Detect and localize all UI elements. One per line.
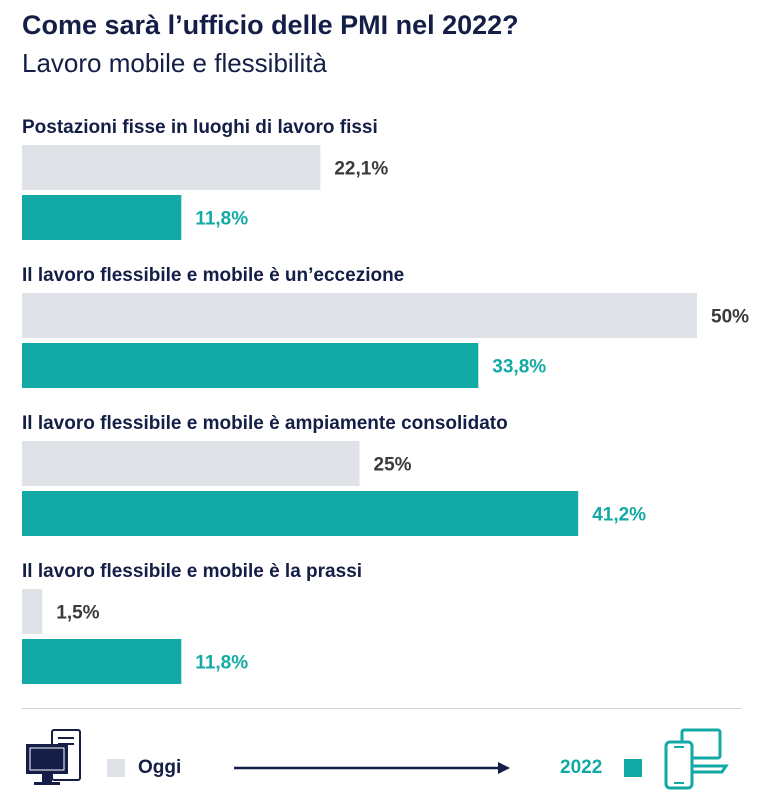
category-label: Il lavoro flessibile e mobile è un’eccez… (22, 265, 404, 286)
bar-2022 (22, 343, 479, 388)
category-label: Il lavoro flessibile e mobile è la prass… (22, 561, 362, 582)
arrow-right-icon (234, 762, 510, 774)
legend-swatch-2022 (624, 759, 642, 777)
bar-2022 (22, 195, 182, 240)
chart-title: Come sarà l’ufficio delle PMI nel 2022? (22, 10, 519, 40)
legend-label-oggi: Oggi (138, 757, 182, 778)
category-label: Postazioni fisse in luoghi di lavoro fis… (22, 117, 378, 138)
data-label-oggi: 50% (711, 307, 749, 328)
chart-subtitle: Lavoro mobile e flessibilità (22, 48, 327, 78)
bar-2022 (22, 491, 579, 536)
bar-oggi (22, 589, 43, 634)
laptop-smartphone-icon (664, 728, 729, 790)
desktop-computer-icon (26, 729, 81, 785)
legend-swatch-oggi (107, 759, 125, 777)
bar-oggi (22, 145, 321, 190)
bar-2022 (22, 639, 182, 684)
legend-label-2022: 2022 (560, 757, 603, 778)
data-label-2022: 11,8% (195, 209, 248, 230)
data-label-2022: 33,8% (492, 357, 546, 378)
legend-divider (22, 708, 742, 709)
data-label-oggi: 1,5% (56, 603, 99, 624)
data-label-2022: 11,8% (195, 653, 248, 674)
bar-oggi (22, 293, 697, 338)
data-label-oggi: 22,1% (334, 159, 388, 180)
category-label: Il lavoro flessibile e mobile è ampiamen… (22, 413, 508, 434)
bar-oggi (22, 441, 360, 486)
data-label-2022: 41,2% (592, 505, 646, 526)
data-label-oggi: 25% (374, 455, 412, 476)
bar-chart: Postazioni fisse in luoghi di lavoro fis… (22, 117, 749, 684)
